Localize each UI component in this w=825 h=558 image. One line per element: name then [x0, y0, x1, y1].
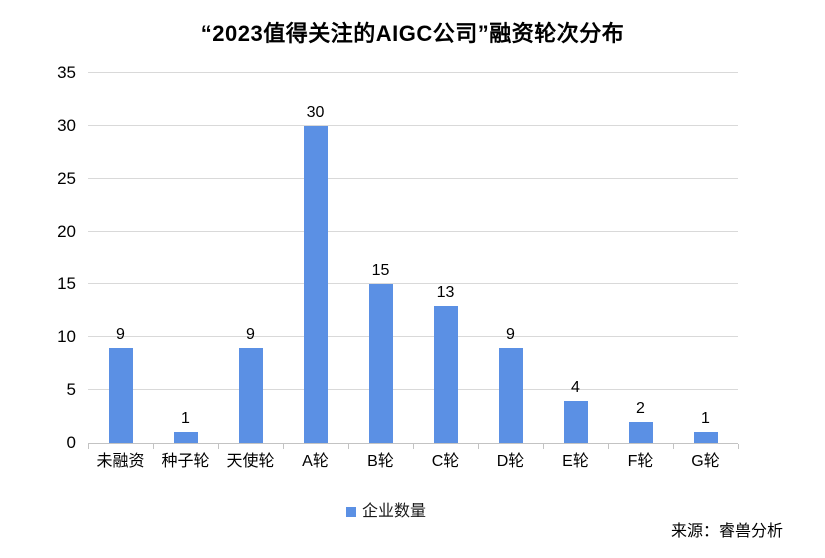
y-axis-label-10: 10 [57, 327, 76, 347]
x-axis-tick-4 [348, 444, 349, 449]
gridline-15 [88, 283, 738, 285]
gridline-5 [88, 389, 738, 391]
x-axis-label-6: D轮 [496, 453, 525, 470]
legend-label: 企业数量 [362, 503, 427, 520]
x-axis-label-3: A轮 [302, 453, 329, 470]
value-label-7: 4 [571, 378, 580, 396]
x-axis-tick-6 [478, 444, 479, 449]
gridline-30 [88, 124, 738, 126]
bar-9 [693, 432, 718, 443]
y-axis-label-20: 20 [57, 221, 76, 241]
value-label-2: 9 [246, 325, 255, 343]
value-label-4: 15 [371, 262, 390, 280]
gridline-20 [88, 230, 738, 232]
bar-7 [563, 400, 588, 443]
x-axis-label-9: G轮 [691, 453, 720, 470]
chart-title: “2023值得关注的AIGC公司”融资轮次分布 [200, 21, 625, 46]
x-axis-label-2: 天使轮 [226, 453, 275, 470]
value-label-1: 1 [181, 410, 190, 428]
x-axis-tick-5 [413, 444, 414, 449]
y-axis-label-5: 5 [66, 380, 76, 400]
x-axis-tick-8 [608, 444, 609, 449]
bar-2 [238, 347, 263, 443]
x-axis-tick-2 [218, 444, 219, 449]
y-axis-label-30: 30 [57, 115, 76, 135]
legend-marker-icon [346, 507, 356, 517]
value-label-3: 30 [306, 103, 325, 121]
bar-6 [498, 347, 523, 443]
x-axis-label-5: C轮 [431, 453, 460, 470]
bar-5 [433, 305, 458, 443]
y-axis-label-0: 0 [66, 433, 76, 452]
legend: 企业数量 [346, 503, 426, 521]
bar-4 [368, 284, 393, 443]
x-axis-label-0: 未融资 [96, 453, 145, 470]
bar-0 [108, 347, 133, 443]
x-axis-tick-7 [543, 444, 544, 449]
x-axis-tick-1 [153, 444, 154, 449]
x-axis-label-1: 种子轮 [161, 453, 210, 470]
x-axis-label-4: B轮 [367, 453, 394, 470]
value-label-8: 2 [636, 399, 645, 417]
bar-1 [173, 432, 198, 443]
x-axis-tick-3 [283, 444, 284, 449]
y-axis-label-15: 15 [57, 274, 76, 294]
x-axis-tick-10 [738, 444, 739, 449]
bar-3 [303, 125, 328, 443]
y-axis-label-35: 35 [57, 63, 76, 82]
x-axis-label-8: F轮 [627, 453, 654, 470]
plot-area: 9 1 9 30 15 13 9 4 2 1 [88, 72, 738, 444]
gridline-10 [88, 336, 738, 338]
value-label-9: 1 [701, 410, 710, 428]
y-axis-label-25: 25 [57, 168, 76, 188]
x-axis-label-7: E轮 [562, 453, 589, 470]
x-axis-tick-0 [88, 444, 89, 449]
x-axis-tick-9 [673, 444, 674, 449]
value-label-6: 9 [506, 325, 515, 343]
gridline-35 [88, 72, 738, 73]
value-label-0: 9 [116, 325, 125, 343]
gridline-25 [88, 177, 738, 179]
value-label-5: 13 [436, 283, 455, 301]
source-note: 来源：睿兽分析 [670, 523, 783, 540]
bar-8 [628, 421, 653, 443]
